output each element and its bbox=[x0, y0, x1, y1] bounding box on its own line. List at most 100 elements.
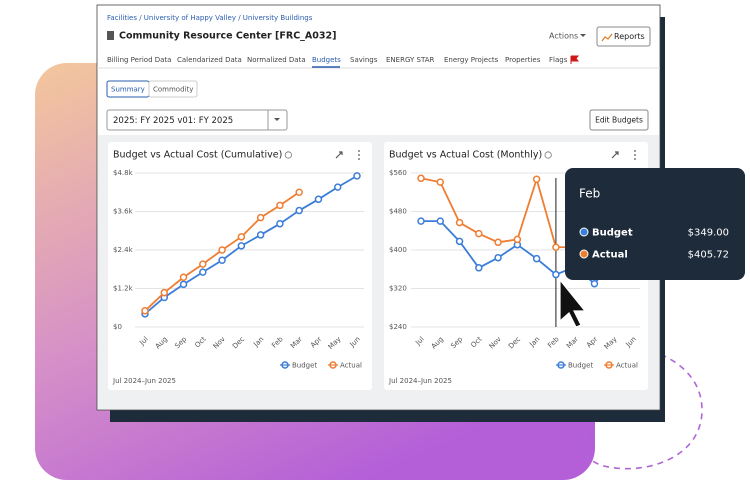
point bbox=[218, 246, 226, 254]
point bbox=[455, 218, 464, 227]
point bbox=[436, 178, 445, 186]
help-icon bbox=[544, 151, 552, 159]
tab[interactable]: Billing Period Data bbox=[107, 56, 171, 64]
tab[interactable]: Budgets bbox=[312, 56, 341, 64]
y-tick-label: $560 bbox=[389, 169, 407, 177]
building-icon bbox=[107, 31, 114, 40]
point bbox=[417, 217, 425, 225]
point bbox=[532, 254, 541, 263]
menu-dot[interactable] bbox=[358, 158, 360, 160]
point bbox=[552, 270, 560, 279]
edit-label: Edit Budgets bbox=[595, 116, 643, 125]
point bbox=[237, 242, 246, 250]
y-tick-label: $2.4k bbox=[113, 246, 134, 254]
series-line bbox=[144, 175, 358, 315]
tab[interactable]: Properties bbox=[505, 56, 541, 64]
reports-button[interactable] bbox=[596, 26, 651, 47]
point bbox=[276, 201, 284, 210]
select[interactable] bbox=[106, 109, 288, 131]
point bbox=[218, 256, 226, 265]
chart-title: Budget vs Actual Cost (Monthly) bbox=[389, 150, 542, 161]
point bbox=[475, 229, 483, 238]
point bbox=[237, 233, 246, 241]
commodity-toggle[interactable] bbox=[148, 80, 198, 98]
point bbox=[256, 231, 265, 239]
point bbox=[333, 183, 342, 191]
overlay: Feb Budget $349.00 Actual $405.72 bbox=[559, 168, 745, 328]
point bbox=[141, 307, 149, 315]
tooltip bbox=[565, 168, 745, 280]
footnote: Jul 2024–Jun 2025 bbox=[388, 377, 452, 385]
point bbox=[295, 188, 303, 196]
point bbox=[455, 237, 464, 246]
point bbox=[475, 264, 483, 272]
y-tick-label: $3.6k bbox=[113, 208, 134, 216]
y-tick-label: $480 bbox=[389, 208, 407, 216]
charts: Budget vs Actual Cost (Cumulative) $0 $1.2… bbox=[108, 142, 648, 390]
y-tick-label: $240 bbox=[389, 323, 407, 331]
tab[interactable]: Calendarized Data bbox=[177, 56, 242, 64]
toggle-label: Summary bbox=[111, 86, 145, 94]
caret bbox=[580, 34, 586, 37]
point bbox=[314, 195, 323, 204]
point bbox=[532, 175, 541, 184]
y-tick-label: $4.8k bbox=[113, 169, 134, 177]
point bbox=[494, 238, 502, 247]
point bbox=[513, 235, 522, 244]
help-icon bbox=[284, 151, 292, 159]
tab[interactable]: Savings bbox=[350, 56, 378, 64]
point bbox=[590, 279, 599, 288]
point bbox=[295, 206, 303, 215]
expand-icon[interactable] bbox=[611, 151, 619, 159]
point bbox=[179, 280, 188, 289]
edit-button[interactable] bbox=[589, 109, 649, 131]
chart-title: Budget vs Actual Cost (Cumulative) bbox=[113, 150, 282, 161]
tooltip-swatch bbox=[579, 227, 589, 237]
tab[interactable]: Flags bbox=[549, 56, 568, 64]
legend-label: Budget bbox=[292, 362, 317, 370]
legend-label: Budget bbox=[568, 362, 593, 370]
point bbox=[179, 273, 188, 282]
reports-label: Reports bbox=[614, 32, 645, 41]
menu-dot[interactable] bbox=[634, 158, 636, 160]
tooltip-name: Actual bbox=[592, 250, 628, 261]
point bbox=[276, 219, 284, 228]
footnote: Jul 2024–Jun 2025 bbox=[112, 377, 176, 385]
flag-icon bbox=[570, 55, 580, 64]
tooltip-value: $405.72 bbox=[688, 250, 729, 261]
toggle-label: Commodity bbox=[153, 86, 193, 94]
legend-label: Actual bbox=[616, 362, 638, 370]
menu-dot[interactable] bbox=[634, 150, 636, 152]
expand-icon[interactable] bbox=[335, 151, 343, 159]
y-tick-label: $320 bbox=[389, 285, 407, 293]
point bbox=[353, 172, 361, 180]
point bbox=[417, 174, 425, 183]
actions-menu[interactable]: Actions bbox=[549, 32, 578, 41]
y-tick-label: $1.2k bbox=[113, 285, 134, 293]
point bbox=[160, 288, 169, 297]
point bbox=[436, 217, 445, 225]
select-caret bbox=[274, 118, 280, 121]
tooltip-name: Budget bbox=[592, 228, 633, 239]
menu-dot[interactable] bbox=[634, 154, 636, 156]
legend-label: Actual bbox=[340, 362, 362, 370]
tab[interactable]: Energy Projects bbox=[444, 56, 499, 64]
tab[interactable]: ENERGY STAR bbox=[386, 56, 434, 64]
y-tick-label: $0 bbox=[113, 323, 122, 331]
breadcrumb[interactable]: Facilities / University of Happy Valley … bbox=[107, 14, 313, 22]
tooltip-swatch bbox=[579, 249, 589, 259]
reports-icon bbox=[601, 33, 613, 42]
menu-dot[interactable] bbox=[358, 154, 360, 156]
point bbox=[256, 213, 265, 222]
y-tick-label: $400 bbox=[389, 246, 407, 254]
menu-dot[interactable] bbox=[358, 150, 360, 152]
chart-card bbox=[108, 142, 372, 390]
page-title: Community Resource Center [FRC_A032] bbox=[119, 31, 336, 42]
point bbox=[494, 253, 502, 262]
point bbox=[199, 260, 207, 268]
tab[interactable]: Normalized Data bbox=[247, 56, 306, 64]
tooltip-title: Feb bbox=[579, 187, 600, 201]
tooltip-value: $349.00 bbox=[688, 228, 729, 239]
cursor bbox=[559, 278, 587, 328]
